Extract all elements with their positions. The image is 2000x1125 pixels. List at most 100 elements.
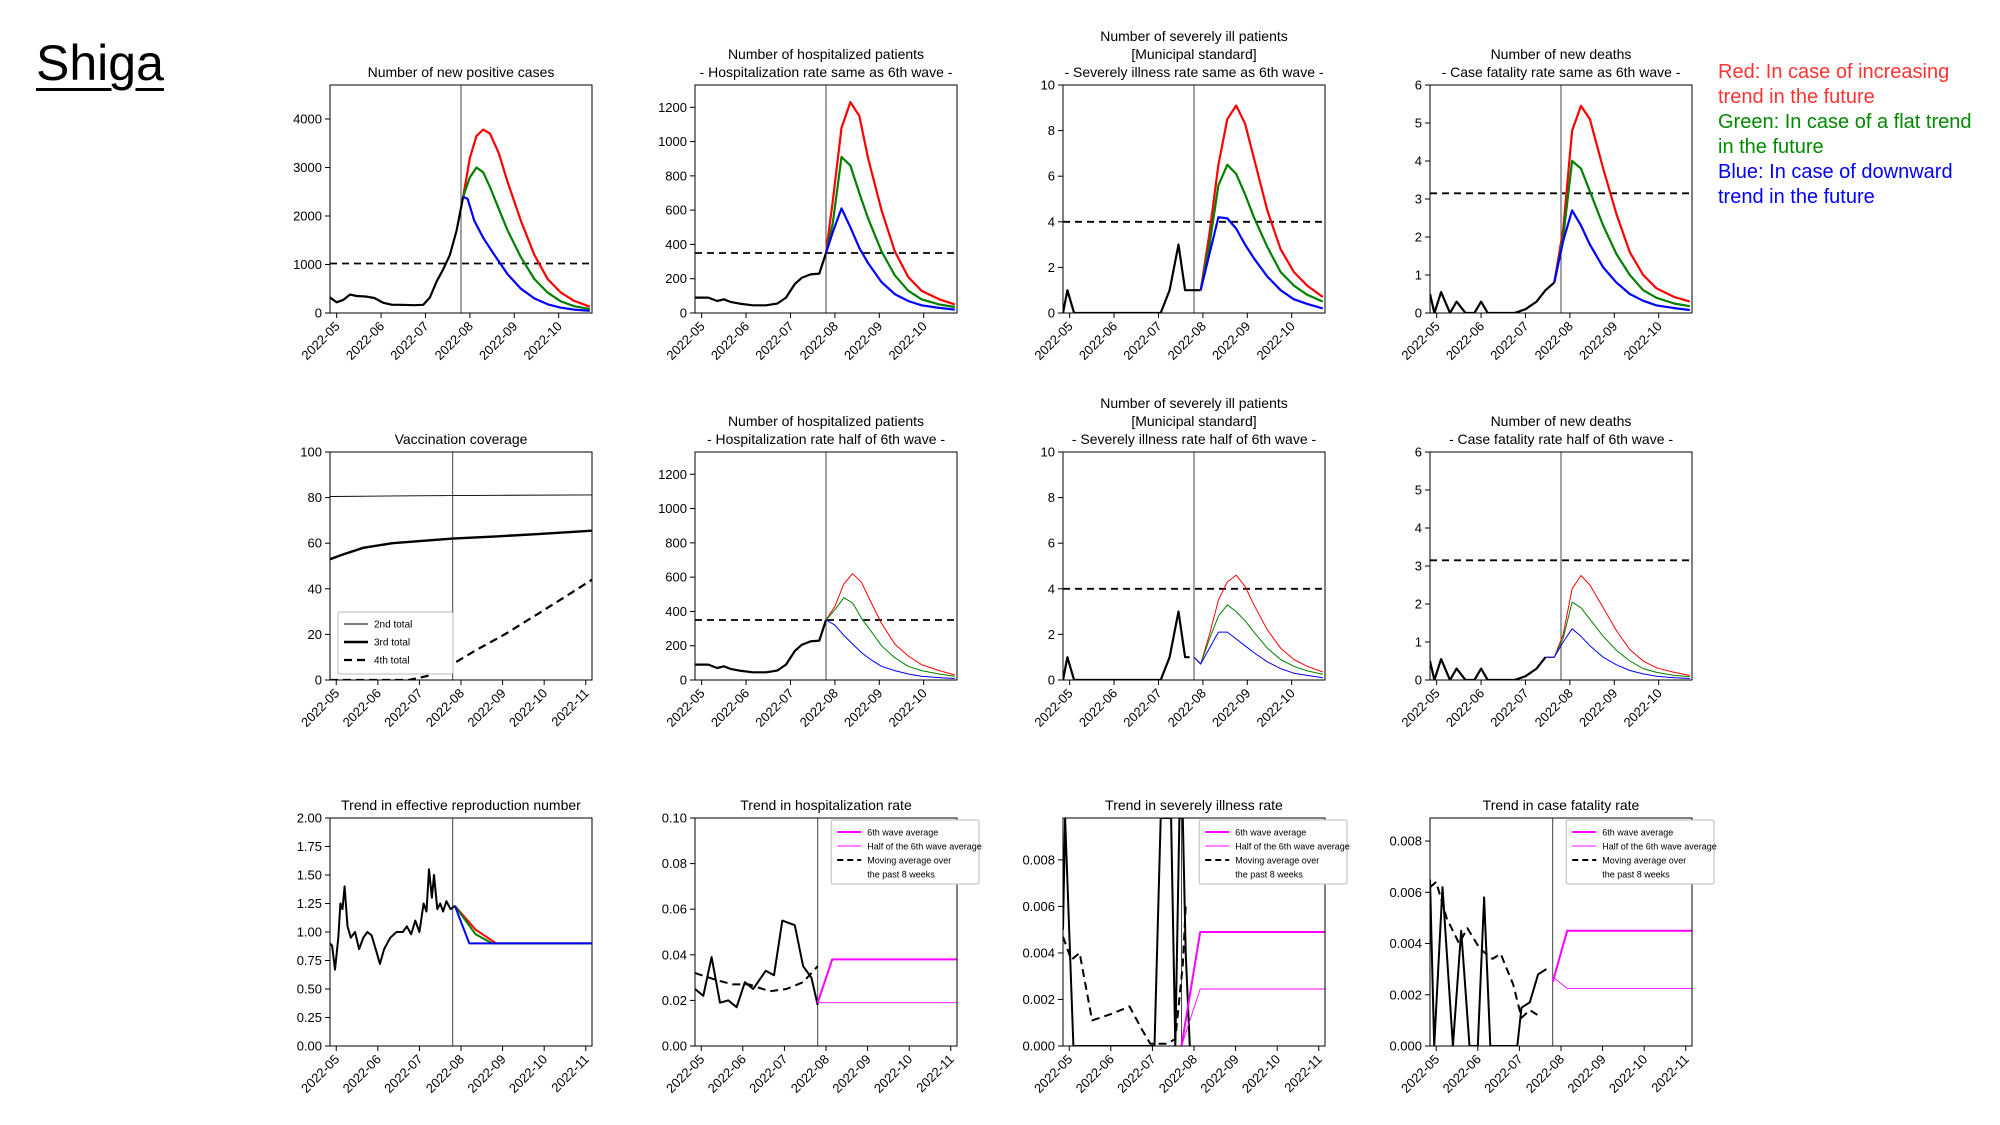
chart-hospitalized-6th: Number of hospitalized patients - Hospita…	[658, 46, 958, 363]
series-line-black	[695, 965, 819, 993]
x-tick-label: 2022-09	[1209, 686, 1253, 730]
plot-frame	[329, 817, 593, 1047]
x-tick-label: 2022-07	[1120, 319, 1164, 363]
x-tick-label: 2022-09	[1576, 319, 1620, 363]
legend-label: 4th total	[374, 656, 410, 667]
y-tick-label: 6	[1415, 445, 1422, 460]
chart-title: Number of new deaths	[1491, 46, 1632, 62]
y-tick-label: 8	[1048, 123, 1055, 138]
plot-area	[1063, 85, 1325, 313]
x-tick-label: 2022-05	[1031, 1052, 1075, 1096]
x-tick-label: 2022-08	[423, 686, 467, 730]
legend-label: Moving average over	[867, 856, 951, 866]
legend-label: 6th wave average	[1235, 828, 1306, 838]
x-tick-label: 2022-08	[797, 686, 841, 730]
y-tick-label: 60	[308, 536, 322, 551]
y-tick-label: 0.008	[1389, 834, 1422, 849]
green-scenario-note: Green: In case of a flat trend in the fu…	[1718, 111, 1972, 158]
y-tick-label: 2	[1415, 597, 1422, 612]
plot-area	[695, 818, 957, 1046]
y-tick-label: 0.006	[1389, 885, 1422, 900]
series-line-black	[695, 919, 819, 1009]
y-tick-label: 200	[665, 271, 687, 286]
x-tick-label: 2022-11	[913, 1052, 957, 1096]
y-tick-label: 80	[308, 490, 322, 505]
series-line-blue	[462, 195, 590, 312]
series-line-green	[1545, 601, 1690, 678]
x-tick-label: 2022-08	[1156, 1052, 1200, 1096]
color-legend-note: Red: In case of increasing trend in the …	[1718, 60, 1988, 210]
series-line-black	[1430, 656, 1547, 680]
y-tick-label: 800	[665, 535, 687, 550]
legend-box: 6th wave average Half of the 6th wave ave…	[1198, 819, 1350, 885]
y-tick-label: 5	[1415, 116, 1422, 131]
x-tick-label: 2022-05	[1398, 686, 1442, 730]
plot-area	[695, 452, 957, 680]
y-tick-label: 1.25	[297, 896, 322, 911]
y-tick-label: 0.50	[297, 982, 322, 997]
y-tick-label: 2.00	[297, 811, 322, 826]
x-tick-label: 2022-08	[1532, 319, 1576, 363]
plot-area	[330, 818, 592, 1046]
plot-area	[1063, 452, 1325, 680]
y-tick-label: 0	[1415, 673, 1422, 688]
series-line-green	[825, 597, 955, 677]
y-tick-label: 0.000	[1022, 1039, 1055, 1054]
x-tick-label: 2022-07	[1120, 686, 1164, 730]
y-tick-label: 0	[315, 306, 322, 321]
x-tick-label: 2022-10	[1253, 319, 1297, 363]
x-tick-label: 2022-06	[340, 686, 384, 730]
legend-label: the past 8 weeks	[1602, 870, 1670, 880]
y-tick-label: 0	[1415, 306, 1422, 321]
x-tick-label: 2022-09	[464, 1052, 508, 1096]
legend-box: 6th wave average Half of the 6th wave ave…	[1565, 819, 1717, 885]
plot-frame	[1429, 84, 1693, 314]
y-tick-label: 10	[1041, 78, 1055, 93]
x-tick-label: 2022-07	[752, 686, 796, 730]
y-tick-label: 2	[1048, 260, 1055, 275]
y-tick-label: 0.75	[297, 953, 322, 968]
y-tick-label: 2	[1415, 230, 1422, 245]
legend-label: the past 8 weeks	[867, 870, 935, 880]
series-line-blue	[1553, 209, 1690, 312]
y-tick-label: 0.08	[662, 856, 687, 871]
plot-frame	[694, 817, 958, 1047]
x-tick-label: 2022-06	[1076, 686, 1120, 730]
x-tick-label: 2022-06	[708, 319, 752, 363]
page-title: Shiga	[36, 35, 164, 91]
x-tick-label: 2022-08	[1523, 1052, 1567, 1096]
chart-title: - Case fatality rate same as 6th wave -	[1442, 64, 1681, 80]
x-tick-label: 2022-08	[1532, 686, 1576, 730]
x-tick-label: 2022-10	[1239, 1052, 1283, 1096]
series-line-red	[1545, 575, 1690, 676]
x-tick-label: 2022-10	[871, 1052, 915, 1096]
series-line-green	[1553, 159, 1690, 308]
y-tick-label: 8	[1048, 490, 1055, 505]
x-tick-label: 2022-06	[1076, 319, 1120, 363]
series-line-green	[462, 166, 591, 311]
plot-area	[1430, 818, 1692, 1046]
x-tick-label: 2022-10	[506, 1052, 550, 1096]
legend-label: 2nd total	[374, 620, 412, 631]
chart-title: Number of new deaths	[1491, 413, 1632, 429]
y-tick-label: 40	[308, 581, 322, 596]
legend-label: 3rd total	[374, 638, 410, 649]
legend-box: 2nd total 3rd total 4th total	[337, 611, 454, 675]
y-tick-label: 0.25	[297, 1010, 322, 1025]
chart-title: [Municipal standard]	[1131, 46, 1256, 62]
x-tick-label: 2022-09	[841, 686, 885, 730]
chart-title: Number of severely ill patients	[1100, 395, 1288, 411]
y-tick-label: 0.06	[662, 902, 687, 917]
x-tick-label: 2022-08	[788, 1052, 832, 1096]
y-tick-label: 1.50	[297, 868, 322, 883]
y-tick-label: 3	[1415, 559, 1422, 574]
y-tick-label: 4	[1415, 154, 1422, 169]
x-tick-label: 2022-06	[705, 1052, 749, 1096]
x-tick-label: 2022-08	[1165, 686, 1209, 730]
series-line-black	[330, 529, 592, 561]
chart-severe-6th: Number of severely ill patients [Municipa…	[1031, 28, 1326, 363]
y-tick-label: 0	[680, 673, 687, 688]
y-tick-label: 2000	[293, 208, 322, 223]
chart-new-cases: Number of new positive cases 0 1000 2000 300…	[293, 64, 593, 363]
series-line-red	[462, 128, 591, 308]
